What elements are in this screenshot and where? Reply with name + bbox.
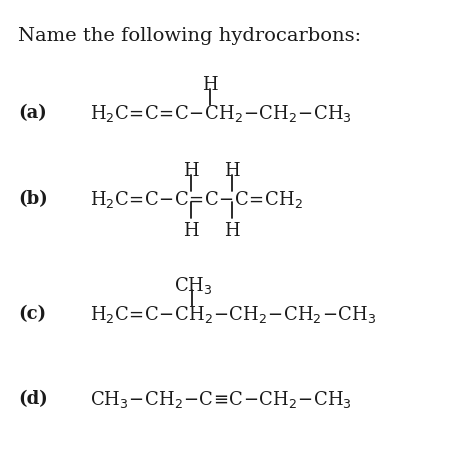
- Text: H: H: [183, 162, 198, 180]
- Text: CH$_3$: CH$_3$: [174, 274, 213, 296]
- Text: H: H: [224, 222, 239, 240]
- Text: H$_2$C$\!=\!$C$\!-\!$CH$_2\!-\!$CH$_2\!-\!$CH$_2\!-\!$CH$_3$: H$_2$C$\!=\!$C$\!-\!$CH$_2\!-\!$CH$_2\!-…: [90, 303, 376, 325]
- Text: H: H: [202, 76, 218, 94]
- Text: H$_2$C$\!=\!$C$\!-\!$C$\!=\!$C$\!-\!$C$\!=\!$CH$_2$: H$_2$C$\!=\!$C$\!-\!$C$\!=\!$C$\!-\!$C$\…: [90, 189, 303, 209]
- Text: (d): (d): [18, 390, 48, 408]
- Text: H: H: [183, 222, 198, 240]
- Text: CH$_3\!-\!$CH$_2\!-\!$C$\!\equiv\!$C$\!-\!$CH$_2\!-\!$CH$_3$: CH$_3\!-\!$CH$_2\!-\!$C$\!\equiv\!$C$\!-…: [90, 389, 352, 409]
- Text: H: H: [224, 162, 239, 180]
- Text: (a): (a): [18, 104, 47, 122]
- Text: (c): (c): [18, 305, 46, 323]
- Text: H$_2$C$\!=\!$C$\!=\!$C$\!-\!$CH$_2\!-\!$CH$_2\!-\!$CH$_3$: H$_2$C$\!=\!$C$\!=\!$C$\!-\!$CH$_2\!-\!$…: [90, 102, 352, 124]
- Text: (b): (b): [18, 190, 48, 208]
- Text: Name the following hydrocarbons:: Name the following hydrocarbons:: [18, 27, 361, 45]
